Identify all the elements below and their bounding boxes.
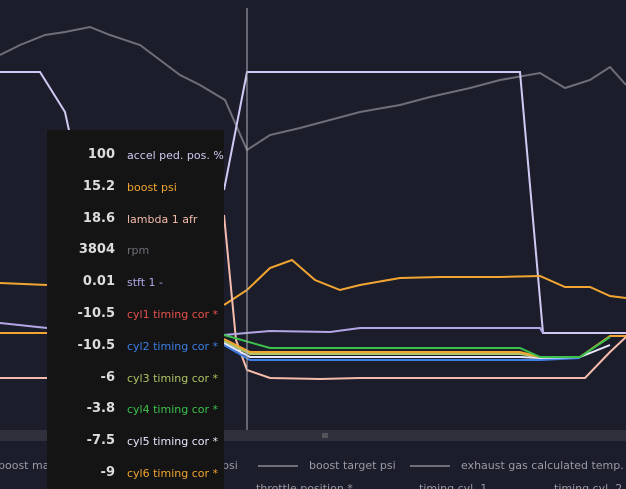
- stft-line: [223, 327, 544, 336]
- row-value: -9: [100, 465, 115, 480]
- tooltip-row: 3804 rpm: [47, 242, 224, 262]
- row-label: accel ped. pos. %: [127, 149, 224, 162]
- row-value: -10.5: [77, 306, 115, 321]
- tooltip-row: -7.5 cyl5 timing cor *: [47, 433, 224, 453]
- row-label: cyl6 timing cor *: [127, 467, 218, 480]
- legend-swatch: [258, 465, 298, 467]
- accel-line: [223, 71, 626, 334]
- row-value: -3.8: [86, 401, 115, 417]
- row-label: cyl4 timing cor *: [127, 403, 218, 417]
- row-label: boost psi: [127, 180, 177, 194]
- row-value: -10.5: [77, 337, 115, 353]
- tooltip-row: 100 accel ped. pos. %: [47, 147, 224, 167]
- legend-item: boost man: [0, 459, 57, 472]
- boost-line: [223, 258, 626, 306]
- cyl-line: [223, 344, 581, 361]
- legend-swatch: [410, 465, 450, 467]
- legend-item: timing cyl. 1: [419, 482, 488, 489]
- tooltip-row: -6 cyl3 timing cor *: [47, 370, 224, 390]
- row-value: 100: [87, 147, 115, 162]
- tooltip-row: -3.8 cyl4 timing cor *: [47, 401, 224, 421]
- boost-line: [0, 282, 48, 286]
- tooltip-row: 0.01 stft 1 -: [47, 274, 224, 294]
- row-value: 3804: [78, 242, 115, 258]
- row-label: cyl2 timing cor *: [127, 339, 218, 353]
- cyl-line: [223, 334, 611, 358]
- scroll-grip: [322, 433, 328, 438]
- legend-item: throttle position *: [256, 482, 353, 489]
- legend-item: boost target psi: [309, 459, 396, 472]
- tooltip-row: 15.2 boost psi: [47, 179, 224, 199]
- row-label: cyl1 timing cor *: [127, 308, 218, 321]
- row-label: rpm: [127, 244, 150, 258]
- row-label: lambda 1 afr: [127, 212, 198, 226]
- row-label: stft 1 -: [127, 276, 163, 290]
- legend-item: exhaust gas calculated temp. *f: [461, 459, 626, 472]
- lambda-line: [223, 214, 626, 381]
- cyl-line: [223, 342, 611, 360]
- rpm-line: [0, 25, 626, 152]
- tooltip-row: -10.5 cyl2 timing cor *: [47, 338, 224, 358]
- row-value: -6: [100, 369, 115, 385]
- accel-line: [0, 71, 71, 136]
- row-label: cyl3 timing cor *: [127, 371, 218, 385]
- row-label: cyl5 timing cor *: [127, 435, 218, 449]
- scrollbar: [0, 430, 626, 441]
- tooltip-row: 18.6 lambda 1 afr: [47, 211, 224, 231]
- tooltip: 100 accel ped. pos. % 15.2 boost psi 18.6 lam…: [47, 130, 224, 489]
- tooltip-row: -9 cyl6 timing cor *: [47, 465, 224, 485]
- row-value: -7.5: [86, 433, 115, 449]
- row-value: 18.6: [82, 210, 115, 226]
- stft-line: [0, 322, 48, 329]
- tooltip-row: -10.5 cyl1 timing cor *: [47, 306, 224, 326]
- legend-item: psi: [222, 459, 238, 472]
- legend-item: timing cyl. 2 *: [554, 482, 626, 489]
- row-value: 0.01: [82, 274, 115, 290]
- row-value: 15.2: [82, 178, 115, 194]
